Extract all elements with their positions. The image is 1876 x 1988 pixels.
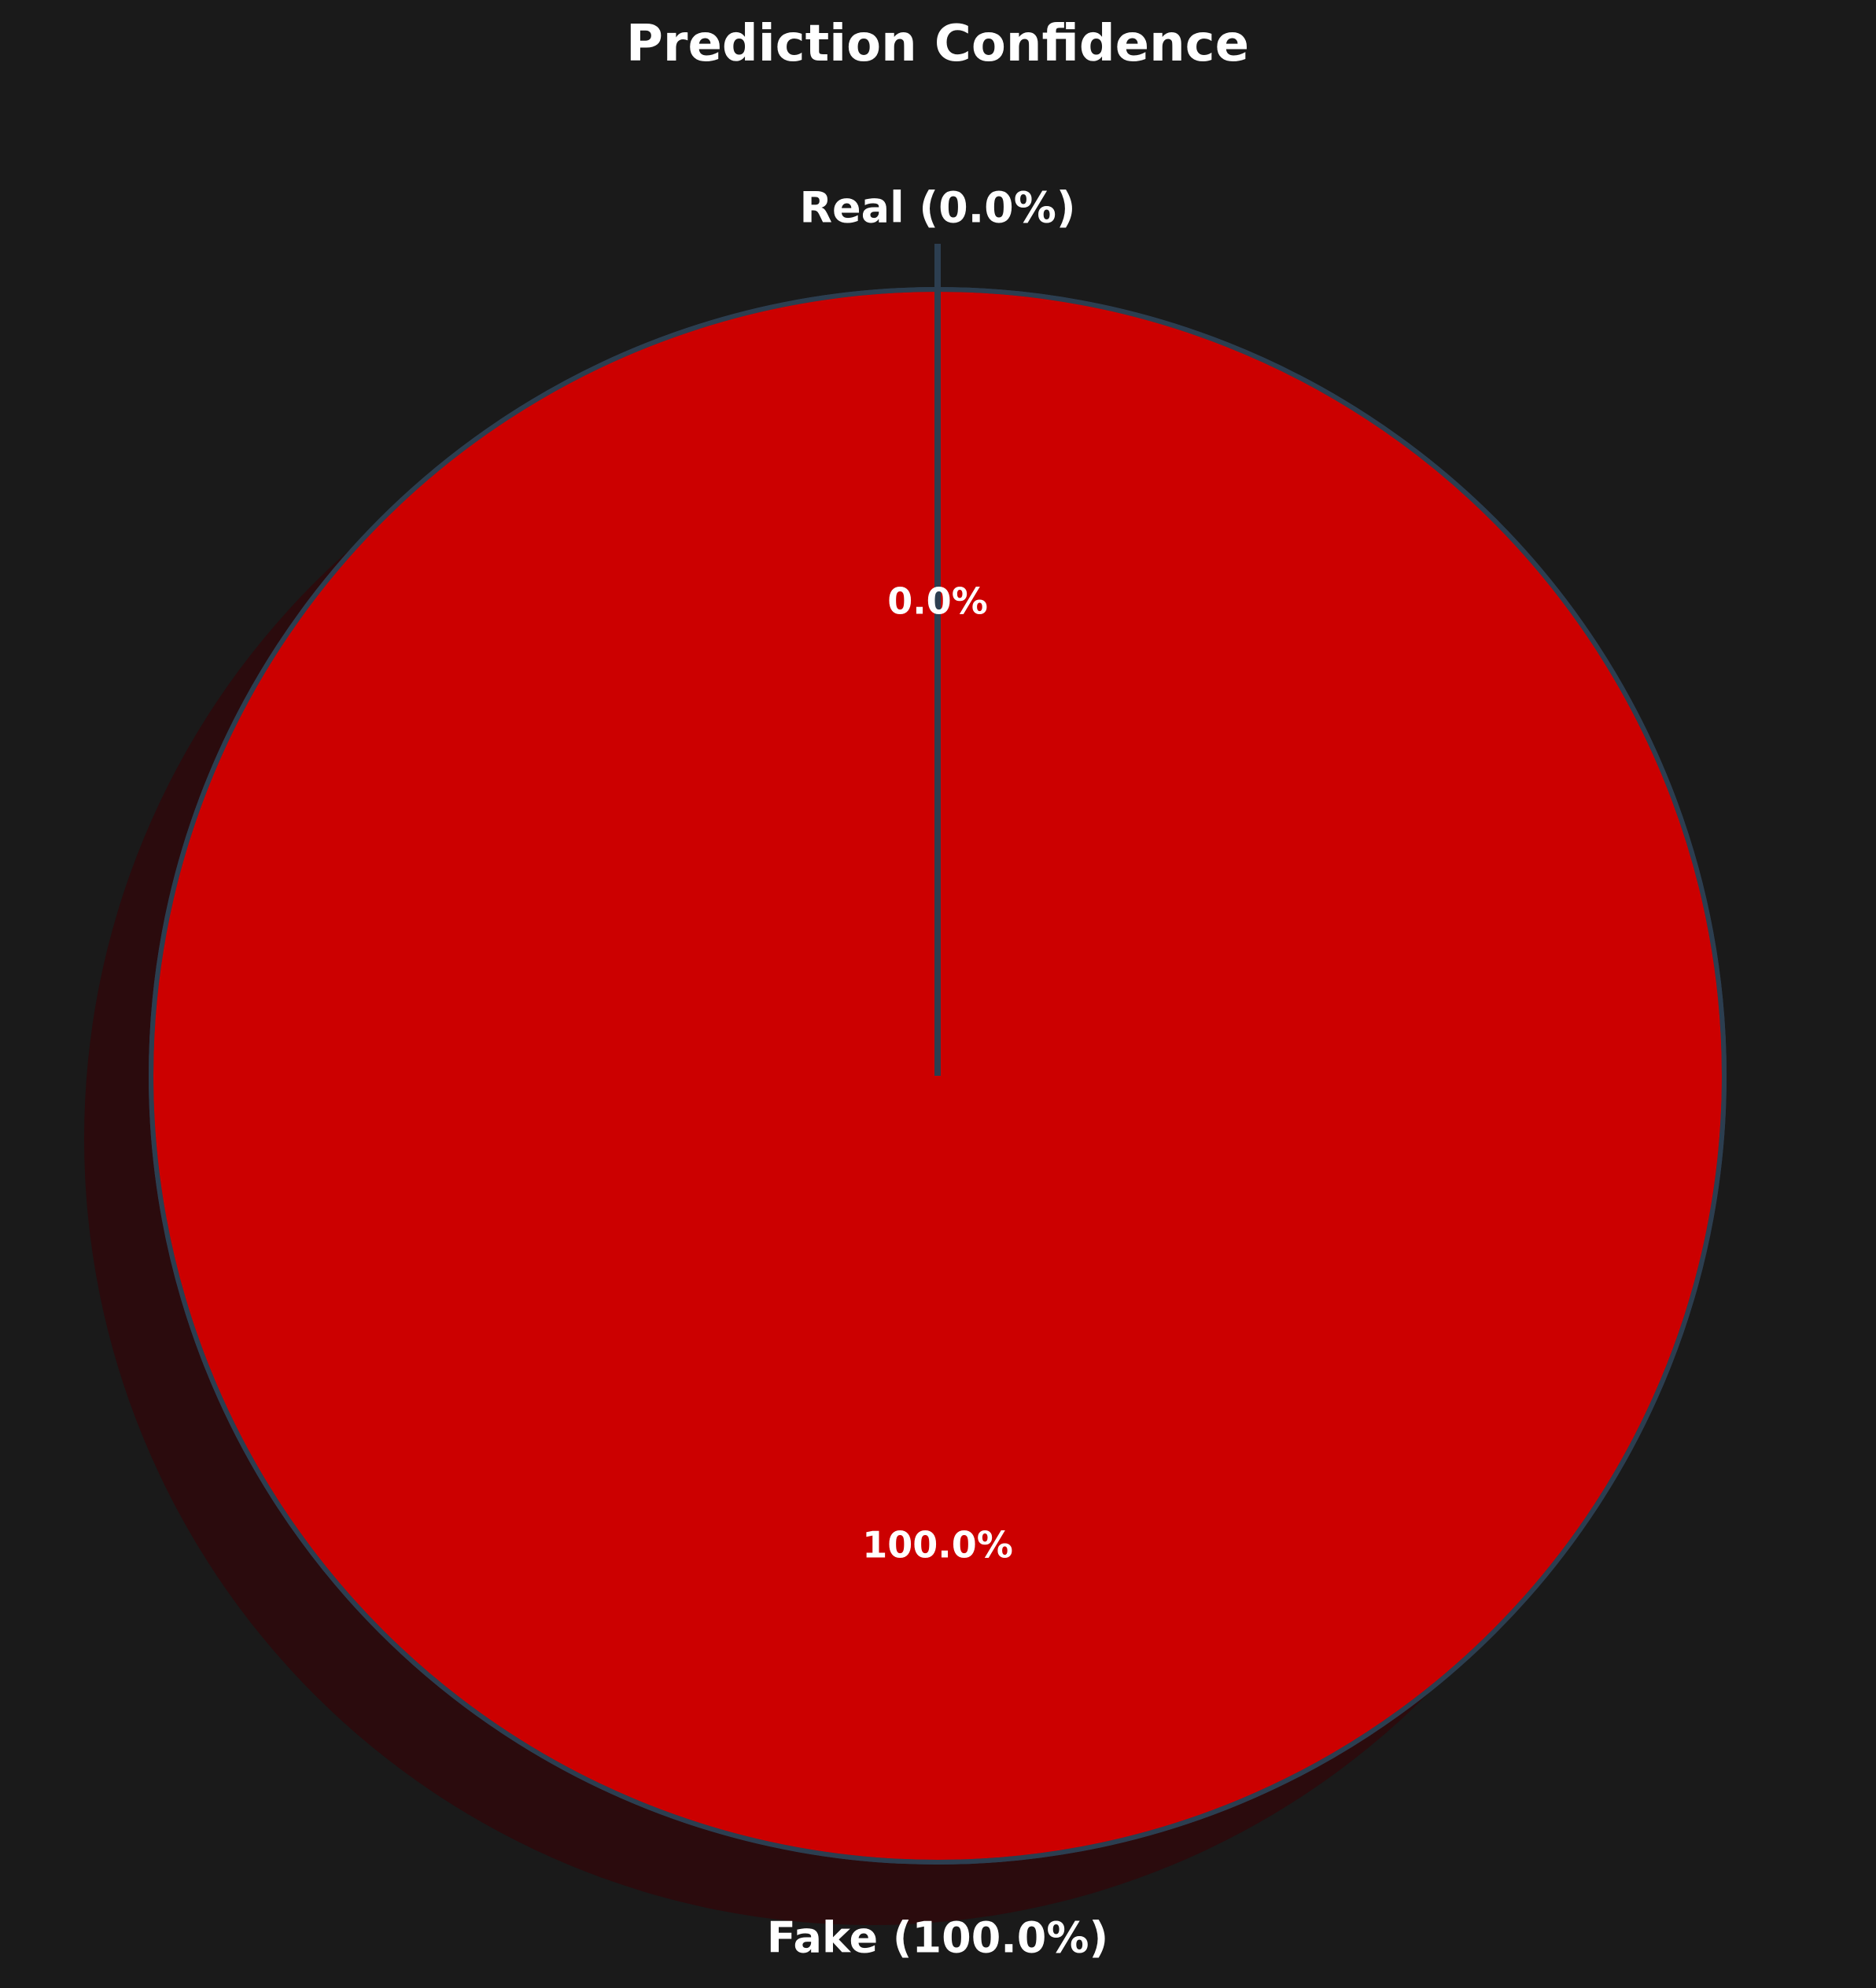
pie-labels: Real (0.0%) 0.0% Fake (100.0%) 100.0% — [767, 183, 1108, 1963]
slice-real-pct: 0.0% — [887, 580, 988, 623]
pie-slices — [84, 244, 1727, 1925]
slice-real-label: Real (0.0%) — [799, 183, 1075, 233]
slice-fake-label: Fake (100.0%) — [767, 1913, 1108, 1963]
slice-fake-pct: 100.0% — [862, 1524, 1013, 1566]
chart-title: Prediction Confidence — [626, 15, 1249, 73]
